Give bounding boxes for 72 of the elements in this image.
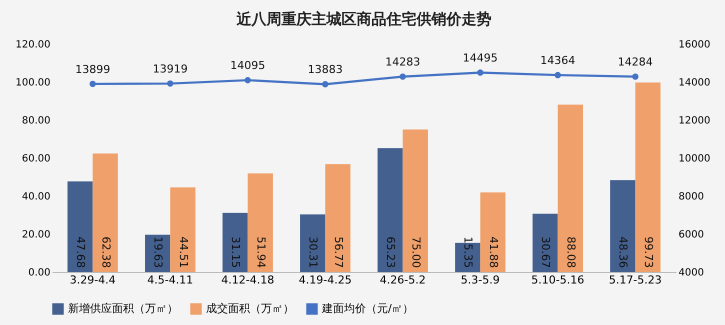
- bar: [635, 82, 660, 272]
- y-tick-label: 100.00: [16, 78, 50, 88]
- y2-tick-label: 10000: [678, 154, 710, 164]
- chart-title: 近八周重庆主城区商品住宅供销价走势: [236, 10, 492, 28]
- point: [554, 72, 561, 78]
- legend-label: 建面均价（元/㎡）: [321, 302, 414, 315]
- point: [632, 73, 638, 80]
- data-label: 44.51: [176, 236, 190, 268]
- x-tick-label: 4.26-5.2: [380, 274, 426, 286]
- y-tick-label: 0.00: [28, 268, 50, 278]
- data-label: 88.08: [564, 236, 578, 268]
- y-tick-label: 60.00: [22, 154, 50, 164]
- data-label: 14095: [230, 59, 266, 72]
- x-tick-label: 4.19-4.25: [298, 274, 352, 286]
- data-label: 41.88: [486, 236, 500, 268]
- data-label: 47.68: [74, 236, 88, 268]
- bar: [325, 164, 350, 272]
- point: [244, 77, 251, 84]
- data-label: 13899: [75, 62, 110, 76]
- data-label: 30.31: [306, 236, 320, 268]
- y-tick-label: 40.00: [22, 192, 50, 202]
- bar: [170, 187, 196, 272]
- data-label: 14283: [385, 56, 420, 69]
- data-label: 15.35: [462, 236, 475, 268]
- bar: [92, 153, 118, 272]
- bar: [558, 104, 583, 272]
- x-tick-label: 4.5-4.11: [147, 274, 194, 286]
- data-label: 48.36: [616, 236, 630, 268]
- data-label: 14364: [540, 54, 576, 68]
- bar: [300, 214, 326, 272]
- y-tick-label: 120.00: [16, 40, 50, 50]
- y2-tick-label: 14000: [678, 78, 710, 88]
- x-tick-label: 4.12-4.18: [221, 274, 274, 286]
- data-label: 31.15: [229, 236, 242, 268]
- y2-tick-label: 12000: [678, 116, 710, 126]
- data-label: 30.67: [539, 236, 552, 268]
- legend-label: 成交面积（万㎡）: [206, 302, 294, 315]
- y2-tick-label: 8000: [678, 192, 704, 202]
- x-tick-label: 3.29-4.4: [70, 274, 116, 286]
- data-label: 62.38: [99, 236, 112, 268]
- legend-label: 新增供应面积（万㎡）: [68, 302, 178, 315]
- data-label: 99.73: [642, 236, 655, 268]
- y2-tick-label: 4000: [678, 268, 704, 278]
- data-label: 75.00: [409, 236, 422, 268]
- x-tick-label: 5.17-5.23: [608, 274, 662, 286]
- data-label: 13919: [152, 62, 188, 76]
- bar: [480, 192, 506, 272]
- point: [90, 80, 96, 88]
- data-label: 51.94: [254, 236, 268, 268]
- bar: [610, 180, 636, 272]
- point: [322, 81, 328, 88]
- point: [167, 80, 174, 87]
- bar: [402, 130, 428, 272]
- bar: [222, 212, 248, 272]
- data-label: 13883: [308, 63, 343, 76]
- x-tick-label: 5.3-5.9: [460, 274, 500, 286]
- bar: [68, 181, 93, 272]
- bar: [378, 148, 403, 272]
- point: [400, 73, 406, 80]
- data-label: 14284: [618, 56, 653, 69]
- y2-tick-label: 16000: [678, 40, 710, 50]
- bar: [248, 173, 273, 272]
- y-tick-label: 20.00: [22, 230, 50, 240]
- data-label: 19.63: [152, 236, 165, 268]
- data-label: 65.23: [384, 236, 398, 268]
- x-tick-label: 5.10-5.16: [531, 274, 584, 286]
- data-label: 56.77: [332, 236, 345, 268]
- y-tick-label: 80.00: [22, 116, 50, 126]
- y2-tick-label: 6000: [678, 230, 704, 240]
- bar: [532, 214, 558, 272]
- point: [477, 69, 484, 76]
- data-label: 14495: [462, 52, 498, 65]
